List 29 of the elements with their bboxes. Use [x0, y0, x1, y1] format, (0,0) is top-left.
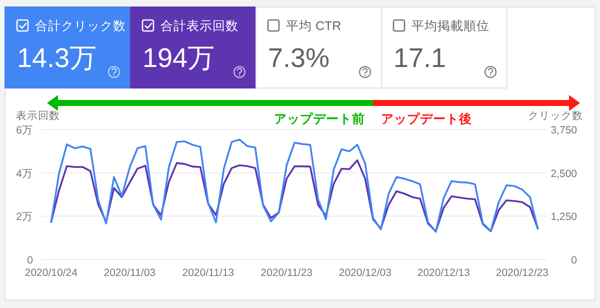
x-tick-label: 2020/12/13	[417, 267, 470, 279]
x-tick-label: 2020/11/13	[182, 267, 234, 279]
x-tick-label: 2020/11/23	[260, 267, 313, 279]
y-tick-label: 6万	[16, 124, 33, 136]
y-tick-label: 4万	[16, 168, 33, 180]
x-tick-label: 2020/10/24	[24, 267, 78, 279]
line-series	[50, 138, 539, 233]
category-label: 平均掲載順位	[412, 19, 490, 33]
category-label: 合計クリック数	[35, 19, 126, 33]
x-tick-label: 2020/12/03	[338, 267, 392, 279]
text: 14.3万	[17, 43, 97, 73]
y2-tick-label: 3,750	[550, 124, 578, 136]
y-tick-label: 0	[27, 254, 34, 266]
category-label: 平均 CTR	[286, 19, 342, 33]
text: 194万	[142, 43, 215, 73]
category-label: 合計表示回数	[160, 19, 238, 33]
y-axis-title: 表示回数	[16, 109, 60, 122]
x-tick-label: 2020/12/23	[496, 267, 549, 279]
text: アップデート後	[381, 111, 472, 126]
text: アップデート前	[274, 111, 365, 126]
line-series	[50, 159, 539, 232]
y2-tick-label: 2,500	[550, 168, 578, 180]
y2-tick-label: 1,250	[550, 211, 578, 224]
text: 7.3%	[268, 43, 330, 73]
x-tick-label: 2020/11/03	[104, 267, 156, 279]
text: 17.1	[394, 43, 446, 73]
y-tick-label: 2万	[16, 211, 33, 224]
y2-tick-label: 0	[571, 254, 578, 266]
y2-axis-title: クリック数	[528, 110, 583, 122]
